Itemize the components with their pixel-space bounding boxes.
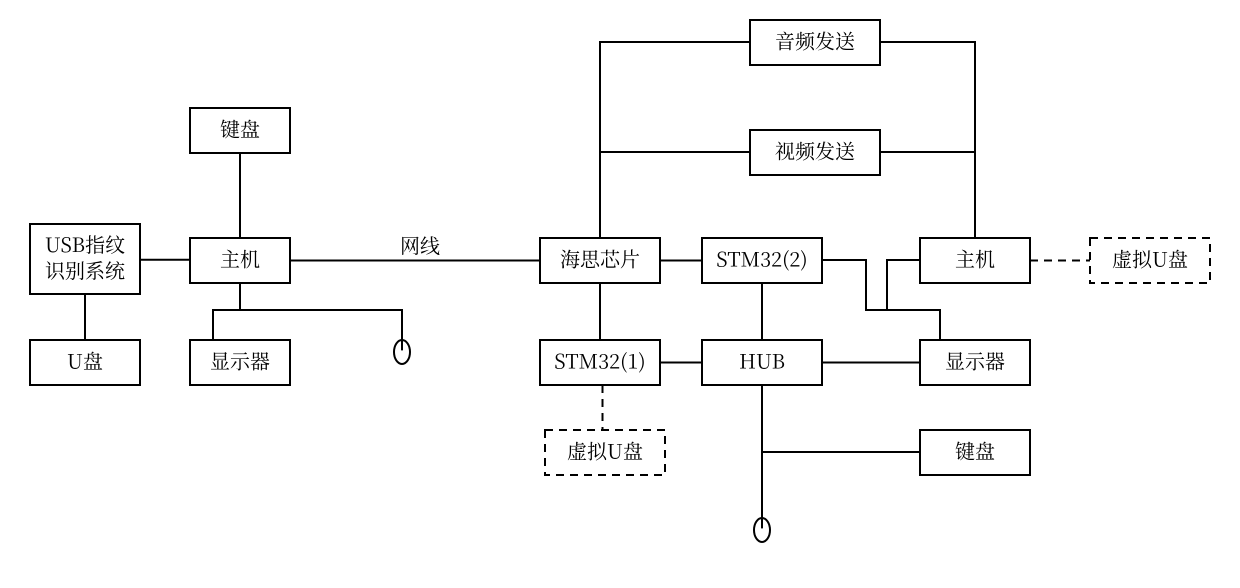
label-display_right: 显示器 bbox=[945, 346, 1005, 375]
label-hisilicon: 海思芯片 bbox=[560, 244, 640, 273]
canvas-bg bbox=[0, 0, 1240, 588]
label-hub: HUB bbox=[739, 346, 785, 375]
label-u_disk_left: U盘 bbox=[67, 346, 103, 375]
label-stm32_2: STM32(2) bbox=[716, 244, 807, 273]
label-host_right: 主机 bbox=[955, 244, 995, 273]
label-virtual_u_right: 虚拟U盘 bbox=[1112, 244, 1188, 273]
label-virtual_u_left: 虚拟U盘 bbox=[567, 436, 643, 465]
label-keyboard_right: 键盘 bbox=[955, 436, 995, 465]
label-keyboard_left: 键盘 bbox=[220, 114, 260, 143]
label-usb_fingerprint-l1: USB指纹 bbox=[45, 229, 125, 258]
label-host_left: 主机 bbox=[220, 244, 260, 273]
label-usb_fingerprint-l2: 识别系统 bbox=[45, 255, 125, 284]
block-diagram: USB指纹识别系统U盘主机键盘显示器海思芯片STM32(1)虚拟U盘STM32(… bbox=[0, 0, 1240, 588]
label-display_left: 显示器 bbox=[210, 346, 270, 375]
label-netcable: 网线 bbox=[400, 230, 440, 259]
label-stm32_1: STM32(1) bbox=[554, 346, 645, 375]
label-audio_send: 音频发送 bbox=[775, 26, 855, 55]
label-video_send: 视频发送 bbox=[775, 136, 855, 165]
